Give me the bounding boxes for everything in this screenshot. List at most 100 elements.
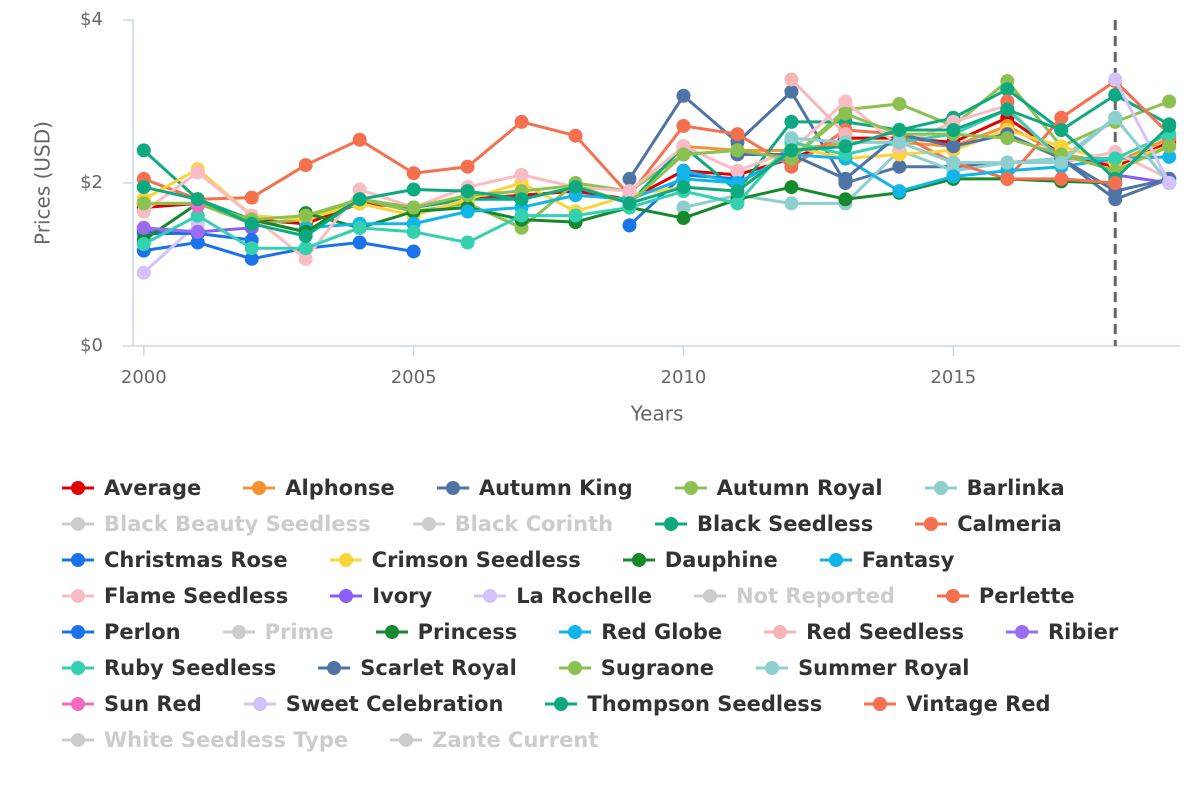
legend-item[interactable]: Not Reported bbox=[692, 578, 895, 614]
legend-marker bbox=[828, 553, 843, 567]
point bbox=[784, 72, 799, 87]
legend-item[interactable]: Black Corinth bbox=[411, 506, 613, 542]
legend-symbol bbox=[62, 661, 94, 675]
legend-item[interactable]: Dauphine bbox=[621, 542, 778, 578]
point bbox=[676, 118, 691, 133]
y-tick-label: $2 bbox=[80, 172, 103, 193]
point bbox=[514, 208, 529, 223]
legend-item[interactable]: Red Globe bbox=[557, 614, 722, 650]
legend-label: Autumn King bbox=[478, 476, 633, 500]
point bbox=[1108, 72, 1123, 87]
point bbox=[838, 139, 853, 154]
legend-symbol bbox=[62, 733, 94, 747]
point bbox=[784, 84, 799, 99]
legend-item[interactable]: Perlon bbox=[60, 614, 181, 650]
legend-item[interactable]: Black Seedless bbox=[653, 506, 873, 542]
legend-marker bbox=[71, 481, 85, 495]
point bbox=[946, 169, 961, 184]
legend-label: Barlinka bbox=[966, 476, 1065, 500]
legend-item[interactable]: Sun Red bbox=[60, 686, 202, 722]
legend-symbol bbox=[390, 733, 423, 747]
legend-item[interactable]: La Rochelle bbox=[472, 578, 652, 614]
legend-symbol bbox=[375, 625, 408, 639]
legend-item[interactable]: Barlinka bbox=[923, 470, 1065, 506]
legend-item[interactable]: Red Seedless bbox=[762, 614, 964, 650]
legend-item[interactable]: Sweet Celebration bbox=[242, 686, 503, 722]
legend-item[interactable]: Ivory bbox=[328, 578, 432, 614]
point bbox=[892, 123, 907, 138]
point bbox=[190, 224, 205, 239]
point bbox=[514, 114, 529, 129]
legend-item[interactable]: Sugraone bbox=[557, 650, 714, 686]
legend-label: Average bbox=[104, 476, 202, 500]
legend-item[interactable]: Zante Current bbox=[388, 722, 598, 758]
point bbox=[136, 180, 151, 195]
legend-marker bbox=[933, 481, 948, 495]
legend-item[interactable]: Ruby Seedless bbox=[60, 650, 276, 686]
point bbox=[730, 143, 745, 158]
legend-item[interactable]: Autumn Royal bbox=[673, 470, 883, 506]
legend-item[interactable]: Ribier bbox=[1004, 614, 1118, 650]
point bbox=[1054, 155, 1069, 170]
series bbox=[136, 102, 1177, 243]
legend-marker bbox=[554, 697, 569, 711]
legend-marker bbox=[71, 733, 85, 747]
legend-item[interactable]: Summer Royal bbox=[754, 650, 969, 686]
legend-symbol bbox=[1006, 625, 1038, 639]
point bbox=[460, 204, 475, 219]
point bbox=[784, 196, 799, 211]
legend-item[interactable]: Christmas Rose bbox=[60, 542, 288, 578]
legend-symbol bbox=[62, 697, 94, 711]
point bbox=[568, 180, 583, 195]
legend-item[interactable]: Scarlet Royal bbox=[316, 650, 517, 686]
legend-symbol bbox=[62, 625, 94, 639]
point bbox=[568, 128, 583, 143]
legend-item[interactable]: Flame Seedless bbox=[60, 578, 288, 614]
legend-symbol bbox=[474, 589, 507, 603]
legend-label: Ribier bbox=[1048, 620, 1119, 644]
point bbox=[190, 165, 205, 180]
point bbox=[190, 208, 205, 223]
legend-item[interactable]: Crimson Seedless bbox=[328, 542, 581, 578]
point bbox=[730, 163, 745, 178]
x-tick-label: 2000 bbox=[121, 367, 167, 388]
legend-marker bbox=[252, 481, 267, 495]
point bbox=[622, 171, 637, 186]
legend-marker bbox=[765, 661, 780, 675]
point bbox=[460, 184, 475, 199]
legend-marker bbox=[71, 697, 85, 711]
point bbox=[298, 228, 313, 243]
legend-item[interactable]: Fantasy bbox=[818, 542, 954, 578]
series bbox=[1108, 72, 1177, 190]
legend-item[interactable]: Prime bbox=[221, 614, 334, 650]
point bbox=[1162, 176, 1177, 190]
legend-item[interactable]: Vintage Red bbox=[862, 686, 1051, 722]
legend-label: Perlon bbox=[104, 620, 181, 644]
point bbox=[730, 127, 745, 142]
legend-item[interactable]: Alphonse bbox=[241, 470, 395, 506]
point bbox=[676, 163, 691, 178]
series-line bbox=[143, 79, 1171, 201]
legend-item[interactable]: Black Beauty Seedless bbox=[60, 506, 371, 542]
legend-item[interactable]: White Seedless Type bbox=[60, 722, 348, 758]
point bbox=[244, 190, 259, 205]
legend-symbol bbox=[243, 481, 276, 495]
point bbox=[730, 196, 745, 211]
point bbox=[676, 200, 691, 215]
point bbox=[352, 235, 367, 250]
point bbox=[892, 159, 907, 174]
legend-item[interactable]: Average bbox=[60, 470, 201, 506]
legend-item[interactable]: Calmeria bbox=[913, 506, 1062, 542]
point bbox=[838, 94, 853, 109]
x-axis-title: Years bbox=[630, 402, 684, 426]
point bbox=[1054, 123, 1069, 138]
point bbox=[838, 192, 853, 207]
legend-item[interactable]: Perlette bbox=[935, 578, 1075, 614]
legend-item[interactable]: Autumn King bbox=[435, 470, 633, 506]
point bbox=[784, 114, 799, 129]
legend-item[interactable]: Thompson Seedless bbox=[543, 686, 822, 722]
legend-marker bbox=[384, 625, 399, 639]
legend-symbol bbox=[330, 589, 363, 603]
legend-item[interactable]: Princess bbox=[374, 614, 517, 650]
point bbox=[1162, 118, 1177, 133]
